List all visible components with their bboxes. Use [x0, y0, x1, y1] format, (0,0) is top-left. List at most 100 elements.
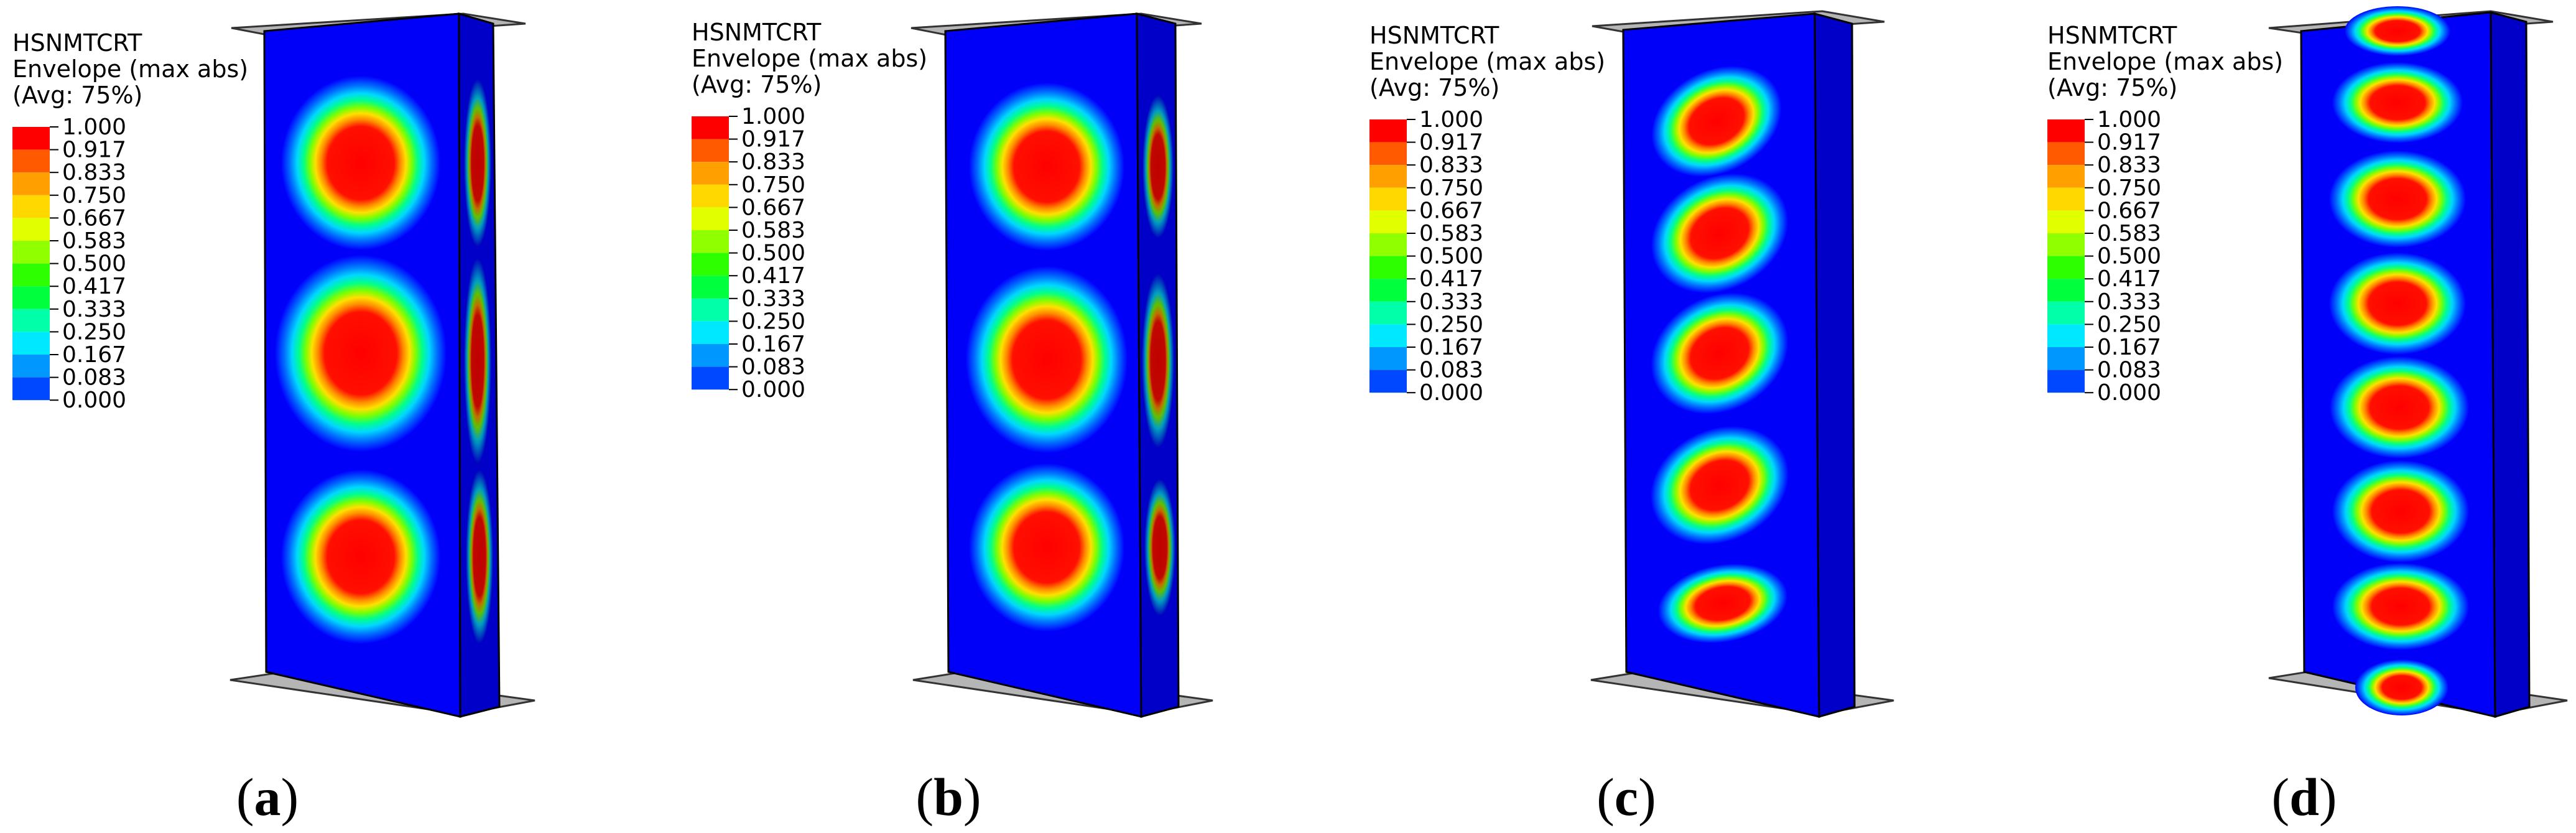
legend-level-label: 0.583	[1419, 221, 1483, 246]
legend-swatch	[1369, 256, 1407, 279]
legend-swatch	[2047, 142, 2085, 165]
legend-swatch	[2047, 370, 2085, 393]
local-buckle	[1651, 426, 1789, 544]
legend-level-label: 0.750	[62, 183, 126, 208]
side-buckle	[464, 79, 491, 247]
legend-swatch	[1369, 165, 1407, 188]
legend-level-label: 1.000	[741, 104, 805, 129]
side-buckle	[1142, 274, 1174, 448]
legend-level-label: 0.250	[1419, 312, 1483, 337]
column-side-face	[1814, 12, 1856, 718]
legend-swatch	[2047, 279, 2085, 302]
legend-level-label: 0.333	[741, 286, 805, 312]
local-buckle	[2330, 356, 2469, 458]
legend-swatch	[692, 116, 729, 139]
legend-level-label: 1.000	[1419, 107, 1483, 133]
legend-level-label: 0.667	[2097, 198, 2161, 223]
local-buckle	[1651, 173, 1788, 294]
legend-level-label: 0.417	[1419, 266, 1483, 292]
legend-level-label: 0.000	[62, 388, 126, 413]
legend-swatch	[12, 355, 50, 378]
legend-swatch	[2047, 256, 2085, 279]
legend-swatch	[692, 162, 729, 185]
legend-swatch	[1369, 347, 1407, 370]
legend-level-label: 0.250	[62, 319, 126, 345]
legend-level-label: 0.583	[741, 218, 805, 243]
legend-level-label: 1.000	[2097, 107, 2161, 133]
local-buckle	[2355, 659, 2449, 715]
legend-swatch	[12, 149, 50, 173]
legend-swatch	[1369, 119, 1407, 142]
legend-swatch	[692, 207, 729, 230]
legend-level-label: 0.083	[1419, 358, 1483, 383]
legend-level-label: 0.917	[2097, 130, 2161, 156]
local-buckle	[969, 463, 1124, 631]
legend-swatch	[1369, 370, 1407, 393]
local-buckle	[1651, 292, 1789, 414]
legend-level-label: 0.167	[1419, 335, 1483, 360]
legend-level-label: 0.833	[741, 149, 805, 175]
legend-title: (Avg: 75%)	[12, 81, 142, 109]
legend-swatch	[12, 377, 50, 401]
panel-d: (d)	[2268, 6, 2568, 827]
local-buckle	[281, 76, 440, 250]
legend-swatch	[1369, 187, 1407, 211]
legend-swatch	[12, 195, 50, 218]
local-buckle	[2332, 62, 2463, 143]
local-buckle	[2332, 460, 2469, 562]
legend-level-label: 0.083	[2097, 358, 2161, 383]
legend-level-label: 0.083	[62, 365, 126, 391]
legend-swatch	[12, 172, 50, 195]
local-buckle	[2345, 6, 2450, 56]
panel-b: (b)	[910, 12, 1213, 827]
legend-swatch	[12, 309, 50, 332]
legend-title: HSNMTCRT	[692, 19, 822, 46]
legend-title: Envelope (max abs)	[2047, 48, 2283, 75]
legend-level-label: 0.917	[741, 127, 805, 152]
side-buckle	[1142, 95, 1174, 238]
side-buckle	[466, 470, 493, 644]
local-buckle	[2329, 151, 2466, 248]
legend-level-label: 0.750	[741, 172, 805, 198]
legend-level-label: 0.917	[1419, 130, 1483, 156]
legend-level-label: 0.500	[741, 241, 805, 266]
legend-swatch	[1369, 279, 1407, 302]
legend-swatch	[12, 286, 50, 309]
legend-level-label: 0.750	[2097, 175, 2161, 201]
panel-a: (a)	[229, 12, 535, 827]
legend-level-label: 0.250	[2097, 312, 2161, 337]
legend-level-label: 0.167	[741, 332, 805, 357]
legend-swatch	[692, 184, 729, 208]
side-buckle	[1144, 479, 1175, 616]
caption: (d)	[2271, 767, 2337, 827]
legend-level-label: 0.417	[2097, 266, 2161, 292]
legend-swatch	[1369, 324, 1407, 347]
legend-swatch	[2047, 187, 2085, 211]
legend-level-label: 0.333	[1419, 289, 1483, 315]
legend-title: Envelope (max abs)	[12, 55, 248, 83]
legend-swatch	[2047, 119, 2085, 142]
legend-swatch	[1369, 210, 1407, 233]
legend-level-label: 0.833	[2097, 152, 2161, 178]
legend-level-label: 0.167	[62, 342, 126, 368]
legend-swatch	[12, 127, 50, 150]
legend-title: (Avg: 75%)	[692, 71, 822, 98]
legend-swatch	[2047, 233, 2085, 256]
legend-swatch	[1369, 301, 1407, 325]
legend-level-label: 0.167	[2097, 335, 2161, 360]
legend-swatch	[692, 253, 729, 276]
legend-swatch	[692, 139, 729, 162]
legend-title: HSNMTCRT	[2047, 22, 2177, 49]
local-buckle	[281, 470, 440, 644]
caption: (c)	[1596, 767, 1656, 827]
column-side-face	[2490, 11, 2531, 718]
legend-swatch	[692, 366, 729, 390]
legend-level-label: 0.917	[62, 137, 126, 163]
legend-swatch	[2047, 165, 2085, 188]
caption: (b)	[915, 767, 981, 827]
legend-level-label: 0.500	[1419, 244, 1483, 269]
legend-level-label: 0.667	[62, 205, 126, 231]
